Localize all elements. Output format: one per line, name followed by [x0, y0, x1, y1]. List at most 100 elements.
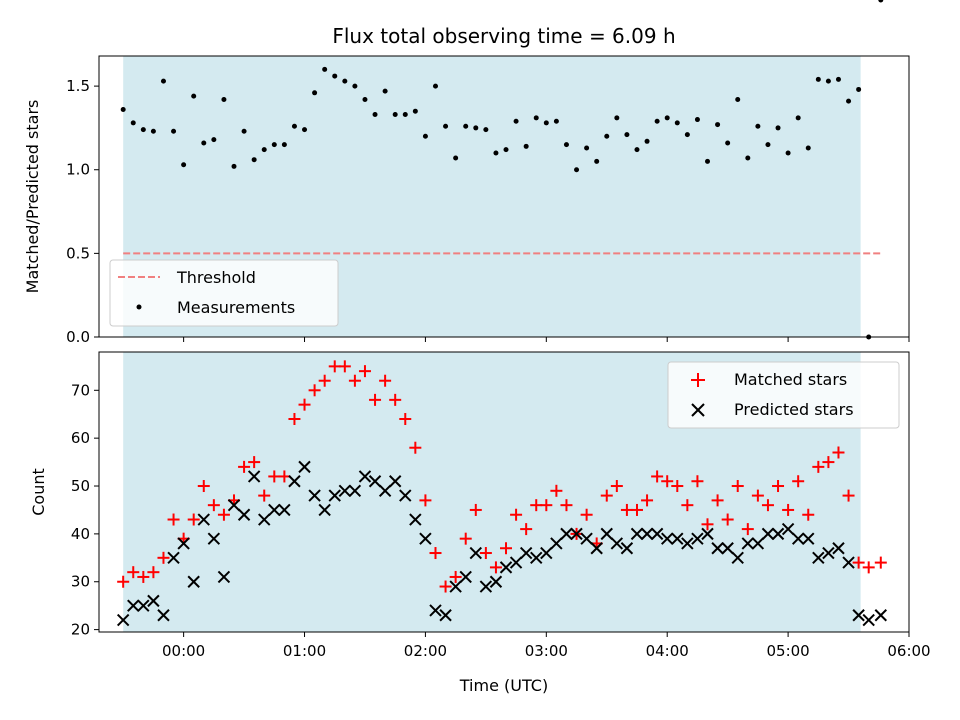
- measurement-point: [342, 78, 348, 84]
- top-x-ticks: [183, 337, 910, 342]
- legend-measurements-swatch: [136, 304, 142, 310]
- predicted-star-marker: [388, 475, 402, 488]
- predicted-star-marker: [640, 527, 654, 541]
- matched-star-marker: [862, 561, 875, 574]
- bottom-y-axis-label: Count: [29, 468, 48, 516]
- predicted-star-marker: [610, 537, 624, 550]
- bottom-legend: Matched stars Predicted stars: [667, 361, 900, 429]
- matched-star-marker: [117, 575, 130, 588]
- matched-star-marker: [691, 475, 704, 488]
- measurement-point: [715, 122, 721, 128]
- matched-star-marker: [197, 480, 210, 493]
- measurement-point: [735, 96, 741, 102]
- predicted-star-marker: [852, 609, 865, 622]
- top-legend-box: [109, 259, 339, 327]
- matched-star-marker: [822, 456, 835, 469]
- x-tick-label: 02:00: [404, 642, 447, 660]
- matched-star-marker: [479, 547, 492, 560]
- predicted-star-marker: [802, 532, 815, 545]
- predicted-star-marker: [580, 532, 593, 545]
- predicted-star-marker: [822, 546, 835, 560]
- matched-star-marker: [610, 480, 623, 493]
- matched-star-marker: [167, 513, 180, 526]
- measurement-point: [654, 118, 660, 124]
- measurement-point: [634, 147, 640, 153]
- measurement-point: [332, 73, 338, 79]
- measurement-point: [201, 140, 207, 146]
- y-tick-label: 1.0: [66, 161, 90, 179]
- matched-star-marker: [248, 456, 261, 469]
- matched-star-marker: [731, 480, 744, 493]
- measurement-point: [231, 163, 237, 169]
- measurement-point: [745, 155, 751, 161]
- predicted-star-marker: [258, 513, 271, 526]
- y-tick-label: 1.5: [66, 77, 90, 95]
- measurement-point: [755, 123, 761, 129]
- measurement-point: [473, 125, 479, 131]
- matched-star-marker: [489, 561, 502, 574]
- matched-star-marker: [298, 398, 311, 411]
- y-tick-label: 0.0: [66, 328, 90, 346]
- measurement-point: [221, 96, 227, 102]
- predicted-star-marker: [560, 527, 573, 541]
- measurement-point: [878, 0, 884, 3]
- measurement-point: [150, 128, 156, 134]
- legend-measurements-label: Measurements: [177, 298, 295, 317]
- matched-star-marker: [842, 489, 855, 502]
- bottom-axes-frame: [98, 351, 910, 633]
- top-y-axis-label: Matched/Predicted stars: [23, 100, 42, 294]
- matched-star-marker: [671, 480, 684, 493]
- measurement-point: [846, 98, 852, 104]
- predicted-star-marker: [711, 542, 724, 555]
- legend-predicted-label: Predicted stars: [734, 400, 854, 419]
- measurement-point: [241, 128, 247, 134]
- matched-star-marker: [701, 518, 714, 531]
- predicted-star-marker: [499, 561, 513, 574]
- measurement-point: [725, 140, 731, 146]
- bottom-legend-box: [667, 361, 900, 429]
- predicted-star-marker: [550, 537, 563, 550]
- predicted-star-marker: [419, 532, 432, 545]
- matched-star-marker: [741, 523, 754, 536]
- matched-star-marker: [630, 503, 643, 516]
- matched-star-marker: [500, 542, 513, 555]
- predicted-star-marker: [761, 527, 775, 541]
- matched-star-marker: [520, 523, 533, 536]
- y-tick-label: 60: [71, 429, 90, 447]
- measurement-point: [191, 93, 197, 99]
- predicted-star-marker: [791, 532, 805, 545]
- measurement-point: [372, 112, 378, 118]
- measurement-point: [553, 118, 559, 124]
- matched-star-marker: [449, 570, 462, 583]
- measurement-point: [795, 115, 801, 121]
- predicted-star-marker: [328, 489, 341, 502]
- matched-star-marker: [238, 460, 251, 473]
- matched-star-marker: [560, 499, 573, 512]
- predicted-star-marker: [237, 508, 251, 521]
- predicted-star-marker: [509, 556, 523, 569]
- measurement-point: [130, 120, 136, 126]
- predicted-star-marker: [439, 609, 452, 622]
- predicted-star-marker: [781, 522, 795, 536]
- measurement-point: [533, 115, 539, 121]
- predicted-star-marker: [399, 489, 412, 502]
- x-tick-label: 04:00: [646, 642, 689, 660]
- chart-title: Flux total observing time = 6.09 h: [332, 24, 675, 48]
- measurement-point: [584, 145, 590, 151]
- predicted-star-marker: [701, 527, 714, 541]
- measurement-point: [171, 128, 177, 134]
- matched-star-marker: [207, 499, 220, 512]
- measurement-point: [493, 150, 499, 156]
- matched-star-marker: [711, 494, 724, 507]
- measurement-point: [251, 157, 257, 163]
- measurement-point: [624, 132, 630, 138]
- predicted-star-marker: [187, 575, 200, 588]
- predicted-star-marker: [318, 503, 331, 517]
- matched-star-marker: [127, 566, 140, 579]
- matched-star-marker: [439, 580, 452, 593]
- predicted-star-marker: [530, 551, 543, 565]
- measurement-point: [432, 83, 438, 89]
- measurement-point: [271, 142, 277, 148]
- top-legend: Threshold Measurements: [109, 259, 339, 327]
- legend-threshold-label: Threshold: [176, 268, 256, 287]
